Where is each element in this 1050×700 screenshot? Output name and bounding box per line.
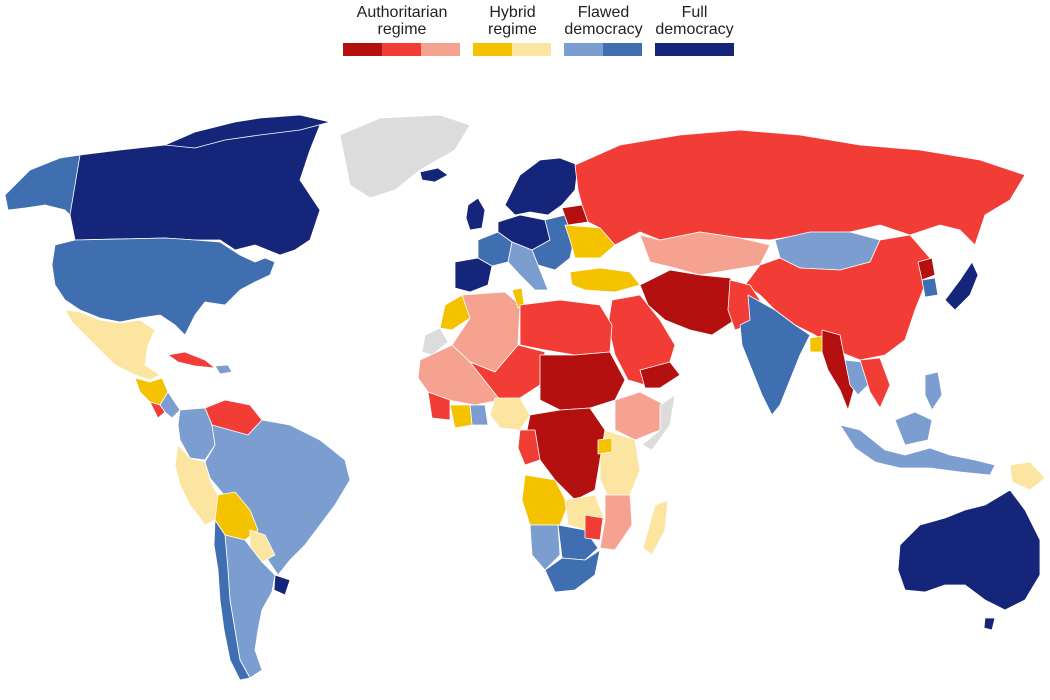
region-alaska[interactable] bbox=[4, 154, 81, 226]
swatch-authoritarian-dark bbox=[343, 43, 382, 56]
legend: Authoritarian regime Hybrid regime Flawe… bbox=[0, 0, 1050, 70]
region-brazil[interactable] bbox=[204, 419, 351, 576]
region-gabon-cameroon[interactable] bbox=[517, 429, 541, 466]
region-south-africa[interactable] bbox=[544, 549, 601, 593]
legend-swatches-authoritarian bbox=[343, 43, 461, 56]
region-vietnam-laos[interactable] bbox=[859, 357, 891, 409]
swatch-flawed bbox=[603, 43, 642, 56]
region-west-africa[interactable] bbox=[417, 344, 501, 406]
region-yemen[interactable] bbox=[639, 361, 681, 389]
region-namibia[interactable] bbox=[529, 524, 561, 571]
legend-label-authoritarian: Authoritarian regime bbox=[356, 4, 448, 38]
region-russia[interactable] bbox=[574, 129, 1026, 246]
region-south-korea[interactable] bbox=[921, 277, 939, 298]
region-western-sahara[interactable] bbox=[421, 327, 449, 356]
region-thailand[interactable] bbox=[844, 359, 869, 396]
region-cuba[interactable] bbox=[167, 351, 216, 369]
region-philippines[interactable] bbox=[924, 371, 943, 411]
legend-label-hybrid: Hybrid regime bbox=[488, 4, 537, 38]
region-libya-egypt[interactable] bbox=[519, 299, 613, 356]
legend-flawed: Flawed democracy bbox=[564, 4, 643, 56]
region-nigeria[interactable] bbox=[489, 397, 531, 431]
region-scandinavia[interactable] bbox=[504, 157, 579, 216]
region-myanmar[interactable] bbox=[821, 329, 856, 411]
legend-swatches-hybrid bbox=[473, 43, 552, 56]
swatch-authoritarian-light bbox=[421, 43, 460, 56]
region-mozambique[interactable] bbox=[599, 494, 633, 551]
region-somalia[interactable] bbox=[641, 394, 676, 451]
region-mexico[interactable] bbox=[64, 309, 161, 381]
swatch-full bbox=[655, 43, 734, 56]
region-ghana[interactable] bbox=[469, 404, 489, 426]
region-usa[interactable] bbox=[51, 237, 276, 336]
legend-label-flawed: Flawed democracy bbox=[564, 4, 643, 38]
region-north-korea[interactable] bbox=[917, 257, 936, 281]
legend-hybrid: Hybrid regime bbox=[473, 4, 552, 56]
region-italy-balkans[interactable] bbox=[507, 241, 549, 291]
legend-label-full: Full democracy bbox=[655, 4, 734, 38]
region-uk[interactable] bbox=[465, 197, 486, 231]
region-india[interactable] bbox=[739, 294, 811, 416]
region-chile[interactable] bbox=[213, 519, 251, 681]
region-greenland[interactable] bbox=[339, 114, 471, 199]
legend-swatches-full bbox=[655, 43, 734, 56]
swatch-flawed-light bbox=[564, 43, 603, 56]
region-japan[interactable] bbox=[944, 261, 979, 311]
region-colombia[interactable] bbox=[177, 407, 216, 461]
region-borneo[interactable] bbox=[894, 411, 933, 446]
region-botswana-zimbabwe[interactable] bbox=[557, 524, 599, 561]
region-uruguay[interactable] bbox=[273, 574, 291, 596]
legend-full: Full democracy bbox=[655, 4, 734, 56]
region-papua-new-guinea[interactable] bbox=[1009, 461, 1046, 491]
region-indonesia[interactable] bbox=[839, 424, 996, 476]
legend-swatches-flawed bbox=[564, 43, 643, 56]
region-turkey[interactable] bbox=[569, 267, 641, 293]
swatch-hybrid bbox=[473, 43, 512, 56]
region-nicaragua[interactable] bbox=[149, 401, 166, 419]
region-zimbabwe[interactable] bbox=[584, 514, 604, 541]
region-iceland[interactable] bbox=[419, 167, 449, 183]
region-bangladesh[interactable] bbox=[809, 335, 823, 353]
region-madagascar[interactable] bbox=[642, 499, 669, 556]
region-ivory-coast[interactable] bbox=[449, 404, 473, 429]
region-uganda[interactable] bbox=[597, 437, 613, 455]
region-hispaniola[interactable] bbox=[214, 364, 233, 375]
region-tasmania[interactable] bbox=[983, 617, 996, 631]
region-chad-sudan[interactable] bbox=[539, 351, 626, 411]
region-australia[interactable] bbox=[897, 489, 1041, 611]
swatch-authoritarian bbox=[382, 43, 421, 56]
region-canada-islands[interactable] bbox=[164, 114, 331, 149]
swatch-hybrid-light bbox=[512, 43, 551, 56]
legend-authoritarian: Authoritarian regime bbox=[343, 4, 461, 56]
region-guinea[interactable] bbox=[427, 391, 451, 421]
